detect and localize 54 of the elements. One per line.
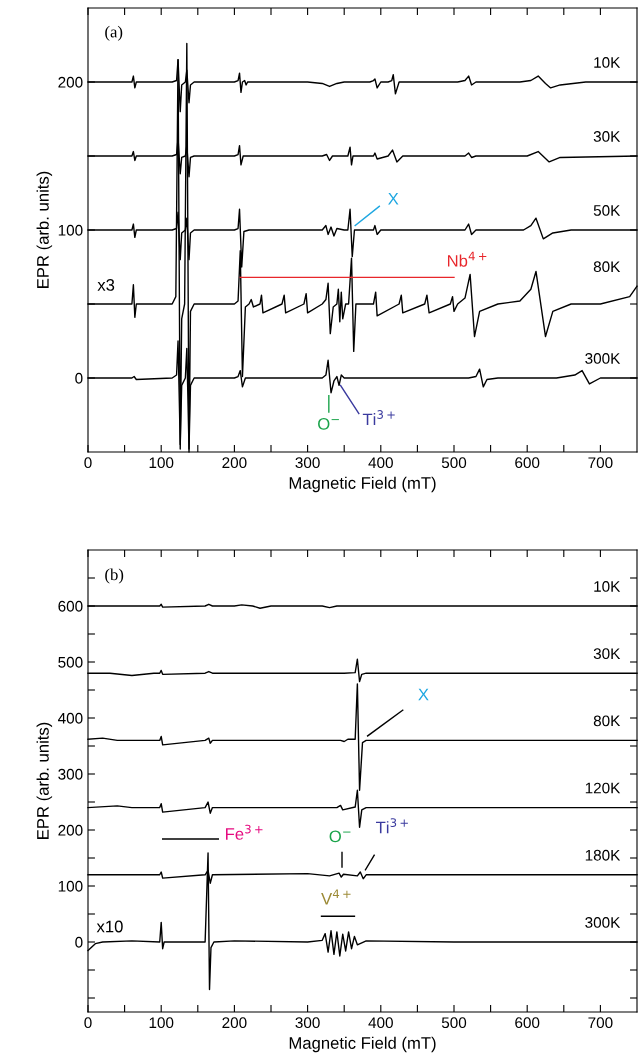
annotation: Fe$^{3+}$ — [226, 824, 263, 840]
series-label: 80K — [593, 261, 621, 273]
series-label: 120K — [585, 782, 621, 794]
y-tick-label: 600 — [58, 600, 83, 612]
y-tick-label: 400 — [58, 712, 83, 724]
legend-label: 30K — [593, 648, 621, 660]
x-tick-label: 0 — [84, 1017, 92, 1029]
annotation: O$^{−}$ — [318, 418, 339, 430]
legend-label: 10K — [594, 581, 621, 592]
x-tick-label: 100 — [149, 457, 174, 469]
x-tick-label: 200 — [222, 1017, 247, 1029]
annotation: (a) — [105, 25, 123, 41]
y-axis-title: EPR (arb. units) — [36, 171, 53, 288]
x-tick-label: 0 — [84, 457, 92, 469]
y-axis-title: EPR (arb. units) — [36, 722, 53, 839]
x-tick-label: 500 — [441, 1017, 467, 1029]
x-tick-label: 400 — [368, 1017, 393, 1029]
x-axis-title: Magnetic Field (mT) — [289, 476, 436, 493]
annotation: Nb$^{4+}$ — [447, 251, 487, 267]
x-tick-label: 300 — [295, 1017, 320, 1029]
y-tick-label: 500 — [58, 656, 83, 668]
annotation: X — [388, 193, 399, 205]
x-tick-label: 100 — [149, 1017, 174, 1029]
annotation: Ti$^{3+}$ — [376, 818, 408, 834]
x-tick-label: 600 — [515, 1017, 540, 1029]
x-tick-label: 200 — [222, 457, 247, 469]
y-tick-label: 100 — [58, 224, 83, 236]
annotation: O$^{−}$ — [329, 830, 351, 843]
legend-label: 300K — [585, 917, 621, 928]
y-tick-label: 200 — [58, 824, 83, 836]
series-label: 300K — [585, 353, 621, 364]
y-tick-label: 0 — [75, 936, 83, 948]
x-tick-label: 500 — [441, 457, 467, 469]
annotation: X — [418, 688, 429, 701]
series-label: 10K — [594, 57, 621, 68]
x-tick-label: 600 — [515, 457, 540, 469]
x-tick-label: 300 — [295, 457, 320, 469]
x-tick-label: 400 — [368, 457, 393, 469]
y-tick-label: 0 — [75, 372, 83, 384]
annotation: x3 — [97, 279, 115, 291]
series-label: 30K — [593, 131, 621, 142]
legend-label: 80K — [593, 715, 621, 727]
y-tick-label: 200 — [58, 76, 83, 88]
y-tick-label: 300 — [58, 768, 83, 780]
annotation: x10 — [96, 920, 123, 933]
x-tick-label: 700 — [588, 1017, 613, 1029]
legend-label: 180K — [585, 849, 621, 861]
annotation: V$^{4+}$ — [321, 889, 351, 905]
annotation: (b) — [105, 568, 124, 584]
annotation: Ti$^{3+}$ — [362, 410, 395, 426]
y-tick-label: 100 — [58, 880, 83, 892]
series-label: 50K — [593, 205, 621, 216]
x-axis-title: Magnetic Field (mT) — [289, 1036, 436, 1053]
x-tick-label: 700 — [588, 457, 613, 469]
